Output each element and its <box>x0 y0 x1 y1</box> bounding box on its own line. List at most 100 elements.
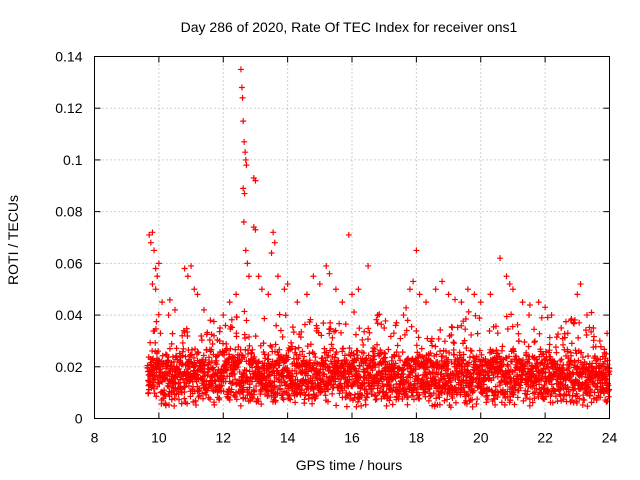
data-point <box>415 372 422 379</box>
data-point <box>332 378 339 385</box>
data-point <box>546 378 553 385</box>
data-point <box>198 332 205 339</box>
data-point <box>186 356 193 363</box>
data-point <box>332 327 339 334</box>
data-point <box>406 286 413 293</box>
data-point <box>438 357 445 364</box>
data-point <box>486 328 493 335</box>
data-point <box>421 389 428 396</box>
data-point <box>582 371 589 378</box>
data-point <box>171 306 178 313</box>
data-point <box>343 403 350 410</box>
data-point <box>265 388 272 395</box>
data-point <box>531 389 538 396</box>
data-point <box>590 395 597 402</box>
data-point <box>544 357 551 364</box>
data-point <box>329 345 336 352</box>
data-point <box>276 362 283 369</box>
data-point <box>444 396 451 403</box>
data-point <box>363 355 370 362</box>
data-point <box>573 399 580 406</box>
data-point <box>147 339 154 346</box>
data-point <box>175 396 182 403</box>
data-point <box>509 347 516 354</box>
data-point <box>352 331 359 338</box>
data-point <box>535 299 542 306</box>
data-point <box>506 353 513 360</box>
data-point <box>153 318 160 325</box>
data-point <box>277 327 284 334</box>
data-point <box>597 356 604 363</box>
data-point <box>253 383 260 390</box>
data-point <box>402 360 409 367</box>
data-point <box>446 389 453 396</box>
data-point <box>423 374 430 381</box>
data-point <box>152 339 159 346</box>
data-point <box>397 335 404 342</box>
data-point <box>301 353 308 360</box>
data-point <box>489 348 496 355</box>
data-point <box>226 396 233 403</box>
data-point <box>460 340 467 347</box>
data-point <box>373 316 380 323</box>
data-point <box>232 346 239 353</box>
data-point <box>284 281 291 288</box>
data-point <box>397 357 404 364</box>
data-point <box>430 390 437 397</box>
data-point <box>248 350 255 357</box>
data-point <box>549 373 556 380</box>
data-point <box>517 384 524 391</box>
data-point <box>295 355 302 362</box>
data-point <box>213 353 220 360</box>
data-point <box>531 339 538 346</box>
data-point <box>195 349 202 356</box>
data-point <box>181 389 188 396</box>
y-tick-label: 0.1 <box>63 152 83 168</box>
data-point <box>220 312 227 319</box>
data-point <box>471 291 478 298</box>
data-point <box>178 400 185 407</box>
data-point <box>179 339 186 346</box>
data-point <box>383 364 390 371</box>
data-point <box>372 361 379 368</box>
data-point <box>312 354 319 361</box>
data-point <box>246 273 252 280</box>
data-point <box>395 393 402 400</box>
data-point <box>301 389 308 396</box>
data-point <box>583 312 590 319</box>
y-tick-label: 0 <box>75 411 83 427</box>
data-point <box>213 361 220 368</box>
data-point <box>484 396 491 403</box>
data-point <box>243 162 250 169</box>
data-point <box>487 291 494 298</box>
data-point <box>521 338 528 345</box>
data-point <box>371 346 378 353</box>
data-point <box>448 323 455 330</box>
data-point <box>469 403 476 410</box>
data-point <box>233 396 240 403</box>
data-point <box>573 364 580 371</box>
data-point <box>400 312 407 319</box>
data-point <box>321 345 328 352</box>
data-point <box>474 330 481 337</box>
data-point <box>184 369 191 376</box>
data-point <box>325 352 332 359</box>
data-point <box>395 353 402 360</box>
data-point <box>547 376 554 383</box>
data-point <box>503 273 510 280</box>
data-point <box>366 329 373 336</box>
data-point <box>418 345 425 352</box>
data-point <box>411 385 418 392</box>
data-point <box>399 349 406 356</box>
data-point <box>195 393 202 400</box>
data-point <box>603 398 610 405</box>
data-point <box>494 394 501 401</box>
data-point <box>238 84 245 91</box>
data-point <box>320 320 327 327</box>
data-point <box>349 373 356 380</box>
data-point <box>341 352 348 359</box>
data-point <box>336 320 343 327</box>
data-point <box>432 343 439 350</box>
data-point <box>547 353 554 360</box>
data-point <box>244 260 251 267</box>
